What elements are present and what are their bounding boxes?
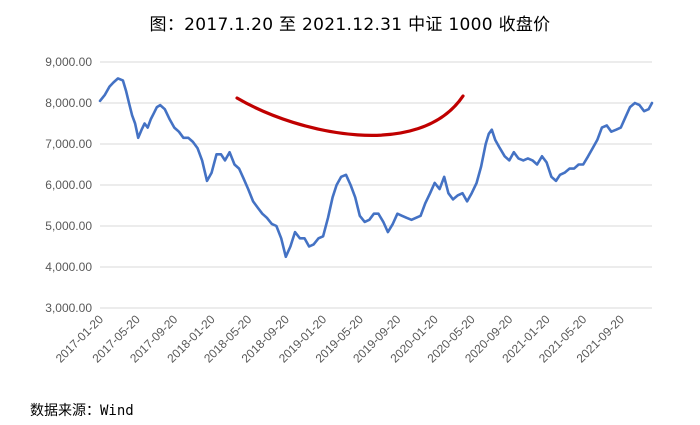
x-axis-tick-labels: 2017-01-202017-05-202017-09-202018-01-20… <box>53 312 627 366</box>
y-tick-label: 5,000.00 <box>45 219 92 233</box>
u-shaped-trend-annotation <box>235 94 465 137</box>
y-tick-label: 7,000.00 <box>45 137 92 151</box>
series-line-csi1000-close <box>98 77 654 259</box>
gridlines <box>100 61 652 268</box>
chart-title: 图：2017.1.20 至 2021.12.31 中证 1000 收盘价 <box>149 15 551 35</box>
y-tick-label: 6,000.00 <box>45 178 92 192</box>
y-tick-label: 3,000.00 <box>45 301 92 315</box>
y-axis-tick-labels: 3,000.00 4,000.00 5,000.00 6,000.00 7,000.00… <box>45 55 92 315</box>
y-tick-label: 8,000.00 <box>45 96 92 110</box>
y-tick-label: 4,000.00 <box>45 260 92 274</box>
data-source-note: 数据来源：Wind <box>30 403 134 419</box>
y-tick-label: 9,000.00 <box>45 55 92 69</box>
